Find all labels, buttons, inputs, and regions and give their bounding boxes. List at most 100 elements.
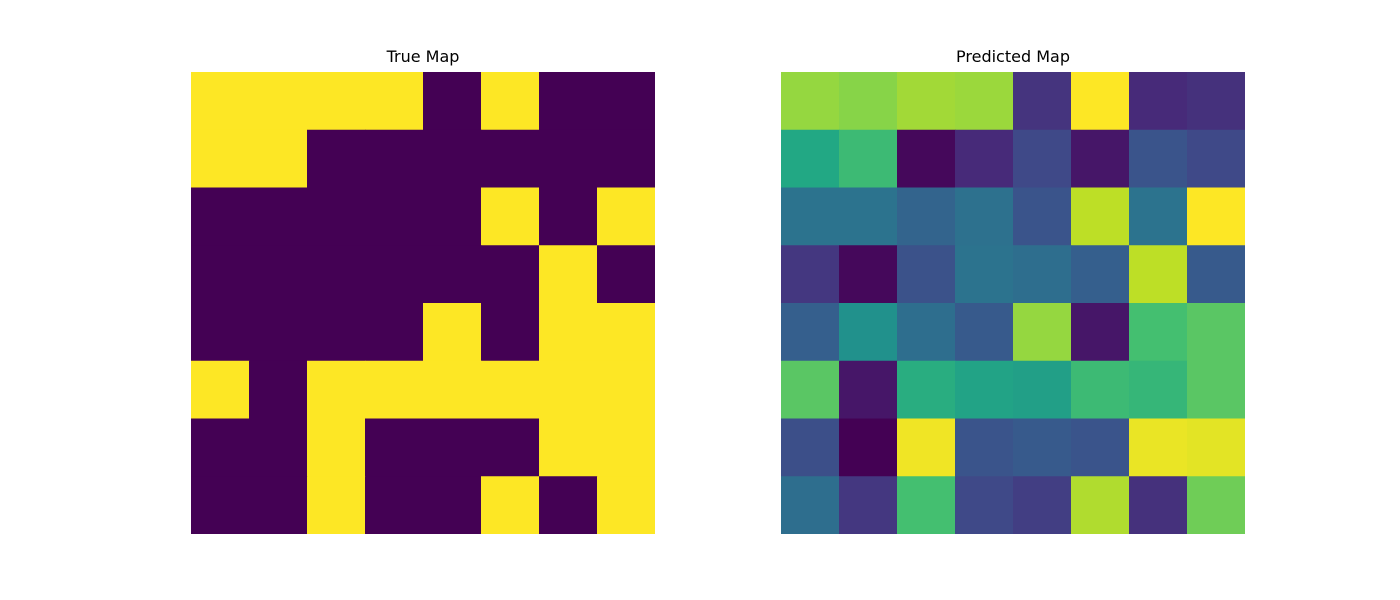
heatmap-cell-r3-c5 <box>481 245 540 304</box>
heatmap-cell-r3-c7 <box>597 245 655 304</box>
heatmap-cell-r1-c7 <box>597 129 655 189</box>
heatmap-cell-r6-c7 <box>1187 418 1245 477</box>
heatmap-cell-r3-c5 <box>1071 245 1130 304</box>
heatmap-cell-r3-c3 <box>955 245 1014 304</box>
heatmap-cell-r1-c1 <box>839 129 898 189</box>
heatmap-cell-r3-c0 <box>781 245 840 304</box>
heatmap-cell-r0-c2 <box>307 72 366 131</box>
heatmap-cell-r7-c6 <box>539 476 598 534</box>
heatmap-cell-r2-c5 <box>481 187 540 246</box>
heatmap-cell-r4-c1 <box>839 303 898 362</box>
heatmap-cell-r6-c2 <box>897 418 956 477</box>
heatmap-cell-r6-c7 <box>597 418 655 477</box>
heatmap-cell-r7-c4 <box>1013 476 1072 534</box>
heatmap-cell-r4-c7 <box>1187 303 1245 362</box>
heatmap-cell-r4-c2 <box>897 303 956 362</box>
heatmap-cell-r5-c7 <box>597 360 655 420</box>
heatmap-cell-r5-c2 <box>307 360 366 420</box>
heatmap-cell-r0-c7 <box>597 72 655 131</box>
heatmap-cell-r4-c7 <box>597 303 655 362</box>
heatmap-cell-r6-c0 <box>781 418 840 477</box>
heatmap-cell-r3-c1 <box>249 245 308 304</box>
heatmap-cell-r0-c5 <box>481 72 540 131</box>
heatmap-cell-r2-c2 <box>897 187 956 246</box>
heatmap-cell-r5-c0 <box>191 360 250 420</box>
heatmap-cell-r1-c4 <box>423 129 482 189</box>
heatmap-cell-r2-c4 <box>423 187 482 246</box>
heatmap-cell-r4-c2 <box>307 303 366 362</box>
heatmap-cell-r0-c1 <box>839 72 898 131</box>
heatmap-cell-r3-c1 <box>839 245 898 304</box>
heatmap-cell-r7-c1 <box>249 476 308 534</box>
heatmap-cell-r0-c3 <box>955 72 1014 131</box>
heatmap-cell-r7-c4 <box>423 476 482 534</box>
heatmap-cell-r3-c2 <box>897 245 956 304</box>
heatmap-cell-r5-c4 <box>423 360 482 420</box>
heatmap-cell-r4-c0 <box>191 303 250 362</box>
heatmap-cell-r6-c5 <box>481 418 540 477</box>
heatmap-cell-r4-c3 <box>955 303 1014 362</box>
heatmap-cell-r7-c0 <box>191 476 250 534</box>
heatmap-cell-r2-c1 <box>839 187 898 246</box>
heatmap-cell-r1-c6 <box>1129 129 1188 189</box>
heatmap-cell-r2-c6 <box>539 187 598 246</box>
heatmap-cell-r1-c0 <box>781 129 840 189</box>
heatmap-cell-r3-c4 <box>1013 245 1072 304</box>
heatmap-cell-r6-c6 <box>1129 418 1188 477</box>
heatmap-cell-r2-c4 <box>1013 187 1072 246</box>
heatmap-cell-r0-c4 <box>423 72 482 131</box>
heatmap-cell-r4-c0 <box>781 303 840 362</box>
heatmap-cell-r3-c6 <box>1129 245 1188 304</box>
heatmap-cell-r0-c6 <box>1129 72 1188 131</box>
heatmap-cell-r5-c0 <box>781 360 840 420</box>
heatmap-cell-r2-c7 <box>597 187 655 246</box>
heatmap-cell-r7-c6 <box>1129 476 1188 534</box>
heatmap-cell-r2-c1 <box>249 187 308 246</box>
heatmap-cell-r6-c1 <box>249 418 308 477</box>
true-map-title: True Map <box>386 47 460 66</box>
heatmap-cell-r5-c2 <box>897 360 956 420</box>
heatmap-cell-r1-c3 <box>365 129 424 189</box>
heatmap-cell-r5-c5 <box>481 360 540 420</box>
heatmap-cell-r1-c3 <box>955 129 1014 189</box>
heatmap-cell-r1-c7 <box>1187 129 1245 189</box>
heatmap-cell-r0-c0 <box>191 72 250 131</box>
heatmap-cell-r3-c6 <box>539 245 598 304</box>
heatmap-cell-r3-c4 <box>423 245 482 304</box>
heatmap-cell-r0-c5 <box>1071 72 1130 131</box>
heatmap-cell-r2-c6 <box>1129 187 1188 246</box>
heatmap-cell-r6-c3 <box>365 418 424 477</box>
predicted-map-heatmap <box>781 72 1245 534</box>
heatmap-cell-r4-c3 <box>365 303 424 362</box>
heatmap-cell-r1-c5 <box>1071 129 1130 189</box>
heatmap-cell-r6-c4 <box>423 418 482 477</box>
heatmap-cell-r7-c2 <box>897 476 956 534</box>
true-map-panel: True Map <box>191 44 655 534</box>
heatmap-cell-r1-c2 <box>897 129 956 189</box>
heatmap-cell-r5-c7 <box>1187 360 1245 420</box>
heatmap-cell-r4-c5 <box>481 303 540 362</box>
heatmap-cell-r6-c6 <box>539 418 598 477</box>
heatmap-cell-r7-c2 <box>307 476 366 534</box>
heatmap-cell-r5-c3 <box>955 360 1014 420</box>
heatmap-cell-r7-c5 <box>1071 476 1130 534</box>
heatmap-cell-r3-c0 <box>191 245 250 304</box>
heatmap-cell-r7-c1 <box>839 476 898 534</box>
heatmap-cell-r4-c4 <box>423 303 482 362</box>
heatmap-cell-r2-c0 <box>191 187 250 246</box>
heatmap-cell-r5-c3 <box>365 360 424 420</box>
heatmap-cell-r0-c7 <box>1187 72 1245 131</box>
predicted-map-panel: Predicted Map <box>781 44 1245 534</box>
heatmap-cell-r0-c2 <box>897 72 956 131</box>
heatmap-cell-r1-c6 <box>539 129 598 189</box>
heatmap-cell-r0-c4 <box>1013 72 1072 131</box>
heatmap-cell-r6-c2 <box>307 418 366 477</box>
heatmap-cell-r2-c0 <box>781 187 840 246</box>
heatmap-cell-r4-c4 <box>1013 303 1072 362</box>
heatmap-cell-r7-c3 <box>365 476 424 534</box>
heatmap-cell-r4-c1 <box>249 303 308 362</box>
heatmap-cell-r3-c2 <box>307 245 366 304</box>
heatmap-cell-r6-c0 <box>191 418 250 477</box>
heatmap-cell-r5-c4 <box>1013 360 1072 420</box>
heatmap-cell-r4-c6 <box>539 303 598 362</box>
